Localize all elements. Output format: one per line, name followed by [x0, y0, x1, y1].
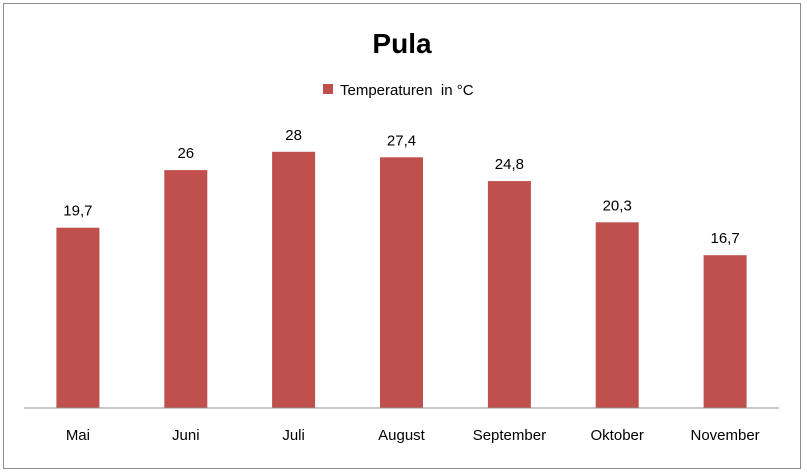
x-tick-label-september: September [473, 427, 546, 444]
x-tick-label-juli: Juli [282, 427, 305, 444]
x-tick-label-oktober: Oktober [591, 427, 644, 444]
bar-oktober [595, 222, 639, 408]
bars-group [56, 151, 747, 409]
bar-september [487, 181, 531, 408]
bar-august [380, 157, 423, 408]
data-labels-group: 19,7 26 28 27,4 24,8 20,3 16,7 [63, 127, 739, 247]
chart-title: Pula [372, 28, 432, 59]
bar-mai [56, 227, 100, 408]
bar-juni [164, 170, 208, 408]
data-label-november: 16,7 [710, 230, 739, 247]
legend-label: Temperaturen in °C [340, 82, 474, 99]
data-label-august: 27,4 [387, 132, 416, 149]
bar-chart: Pula Temperaturen in °C 19,7 26 28 27,4 24,8… [24, 28, 779, 444]
legend: Temperaturen in °C [323, 82, 474, 99]
x-tick-label-november: November [690, 427, 759, 444]
data-label-juli: 28 [285, 127, 302, 144]
data-label-september: 24,8 [495, 156, 524, 173]
data-label-mai: 19,7 [63, 203, 92, 220]
data-label-oktober: 20,3 [603, 197, 632, 214]
bar-november [703, 255, 747, 408]
data-label-juni: 26 [177, 145, 194, 162]
legend-swatch [323, 84, 333, 94]
x-tick-label-mai: Mai [66, 427, 90, 444]
x-tick-labels-group: Mai Juni Juli August September Oktober Novembe… [66, 427, 760, 444]
chart-frame: Pula Temperaturen in °C 19,7 26 28 27,4 24,8… [3, 3, 801, 469]
x-tick-label-juni: Juni [172, 427, 200, 444]
bar-juli [272, 151, 316, 409]
x-tick-label-august: August [378, 427, 426, 444]
